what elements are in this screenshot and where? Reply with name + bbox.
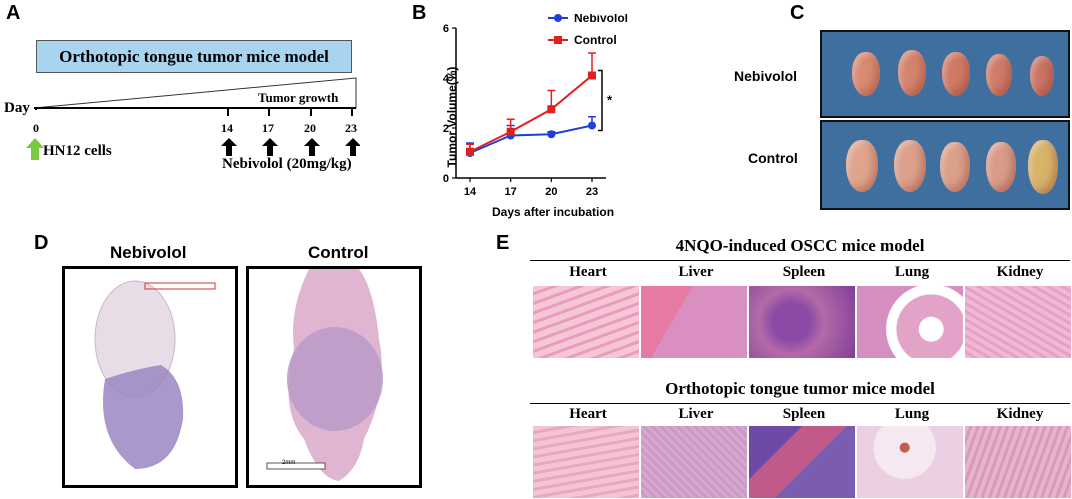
row-label-control: Control (748, 150, 798, 166)
tumor-c4 (986, 142, 1016, 192)
point-nebivolol (547, 130, 556, 139)
model2-title: Orthotopic tongue tumor mice model (665, 379, 935, 398)
point-nebivolol (588, 121, 596, 130)
panel-e-letter: E (496, 232, 510, 254)
legend-marker-control (554, 36, 562, 44)
x-tick-label: 23 (586, 186, 598, 198)
point-control (466, 147, 474, 156)
legend-marker-nebivolol (554, 14, 562, 22)
arrows (26, 138, 360, 160)
m2-tile-kidney (965, 426, 1071, 498)
black-arrow-icon-23 (345, 138, 360, 156)
m2-tile-lung (857, 426, 963, 498)
model1-rule (530, 260, 1070, 261)
black-arrow-icon-20 (304, 138, 320, 156)
hist-nebivolol-section (62, 266, 238, 488)
y-tick-label: 2 (443, 123, 449, 135)
model1-title: 4NQO-induced OSCC mice model (675, 236, 925, 255)
model2-rule (530, 403, 1070, 404)
m2-label-liver: Liver (678, 406, 714, 422)
panel-b-letter: B (412, 2, 427, 24)
hist-title-control: Control (308, 243, 369, 262)
photo-nebivolol-tumors (820, 30, 1070, 118)
tumor-c2 (894, 140, 926, 192)
m2-tile-heart (533, 426, 639, 498)
tumor-n5 (1030, 56, 1054, 96)
hist-control-image (266, 269, 383, 481)
hist-title-nebivolol: Nebivolol (110, 243, 187, 262)
hn12-cells-label: HN12 cells (43, 143, 112, 159)
tumor-n2 (898, 50, 926, 96)
photo-control-tumors (820, 120, 1070, 210)
green-arrow-icon (26, 138, 44, 160)
x-tick-label: 14 (464, 186, 477, 198)
m2-tile-liver (641, 426, 747, 498)
panel-d-letter: D (34, 232, 49, 254)
day-17: 17 (262, 121, 274, 135)
point-control (547, 105, 556, 114)
day-label: Day (4, 100, 30, 116)
tumor-c3 (940, 142, 970, 192)
series-line-nebivolol (469, 124, 593, 154)
tumor-growth-wedge (33, 77, 357, 110)
tumor-n1 (852, 52, 880, 96)
m2-label-spleen: Spleen (782, 406, 826, 422)
m1-label-liver: Liver (678, 264, 714, 280)
tumor-c1 (846, 140, 878, 192)
m1-tile-heart (533, 286, 639, 358)
treatment-label: Nebivolol (20mg/kg) (222, 156, 352, 172)
legend-label-control: Control (574, 33, 617, 47)
day-zero: 0 (33, 121, 39, 135)
row-label-nebivolol: Nebivolol (734, 68, 798, 84)
day-20: 20 (304, 121, 316, 135)
significance-bracket (598, 69, 603, 132)
m1-label-kidney: Kidney (996, 264, 1044, 280)
m1-tile-liver (641, 286, 747, 358)
scale-bar-label: 2mm (282, 460, 296, 466)
chart-axes: 0 2 4 6 14 17 20 23 (443, 23, 606, 198)
tumor-volume-chart: 0 2 4 6 14 17 20 23 * Nebivolol Control (443, 14, 628, 198)
chart-ylabel: Tumor Volume(%) (445, 66, 459, 168)
legend-label-nebivolol: Nebivolol (574, 14, 628, 25)
m2-label-kidney: Kidney (996, 406, 1044, 422)
day-14: 14 (221, 121, 233, 135)
chart-legend: Nebivolol Control (548, 14, 628, 47)
m1-tile-spleen (749, 286, 855, 358)
panel-a-letter: A (6, 2, 21, 24)
black-arrow-icon-14 (221, 138, 237, 156)
significance-star: * (607, 93, 613, 108)
chart-xlabel: Days after incubation (492, 205, 615, 219)
m1-tile-kidney (965, 286, 1071, 358)
hist-control-section (246, 266, 422, 488)
m2-label-heart: Heart (569, 406, 607, 422)
tumor-growth-label: Tumor growth (258, 90, 339, 105)
m1-tile-lung (857, 286, 963, 358)
m2-label-lung: Lung (894, 406, 930, 422)
model-title-box: Orthotopic tongue tumor mice model (36, 40, 352, 73)
point-control (588, 71, 596, 80)
chart-series: * (466, 52, 613, 157)
point-control (506, 127, 515, 136)
tumor-c5 (1028, 140, 1058, 194)
m1-label-spleen: Spleen (782, 264, 826, 280)
tumor-n4 (986, 54, 1012, 96)
panel-c-letter: C (790, 2, 805, 24)
y-tick-label: 6 (443, 23, 449, 35)
black-arrow-icon-17 (262, 138, 278, 156)
timeline-ticks (227, 108, 353, 116)
tumor-n3 (942, 52, 970, 96)
hist-nebivolol-image (94, 280, 216, 469)
y-tick-label: 4 (443, 73, 450, 85)
x-tick-label: 17 (505, 186, 517, 198)
m2-tile-spleen (749, 426, 855, 498)
series-line-control (469, 74, 593, 153)
m1-label-lung: Lung (894, 264, 930, 280)
y-tick-label: 0 (443, 173, 449, 185)
m1-label-heart: Heart (569, 264, 607, 280)
day-23: 23 (345, 121, 357, 135)
x-tick-label: 20 (545, 186, 557, 198)
